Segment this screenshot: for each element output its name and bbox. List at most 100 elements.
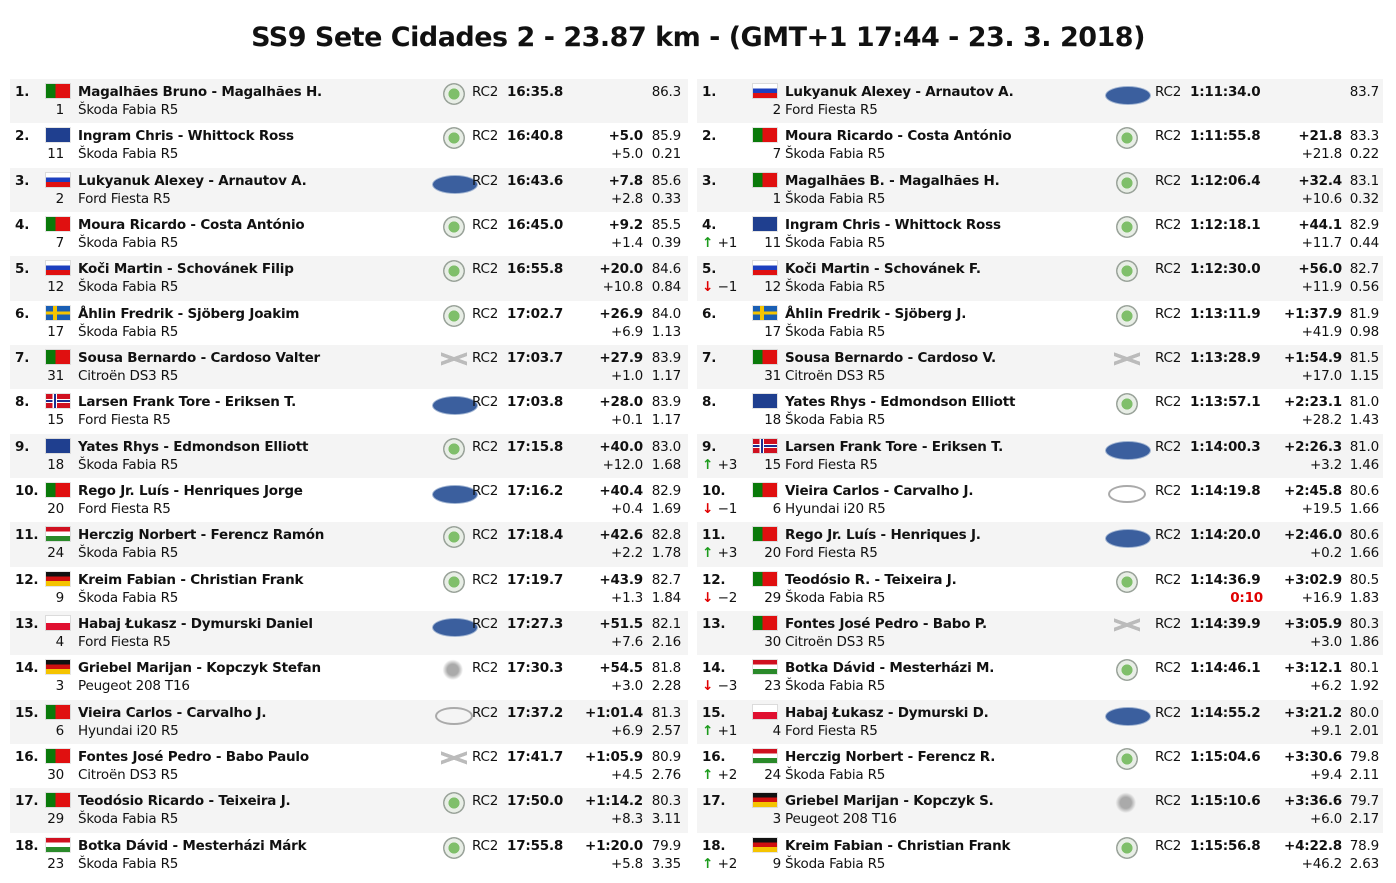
skoda-logo-icon (1116, 570, 1138, 593)
crew-name[interactable]: Kreim Fabian - Christian Frank (785, 837, 1011, 854)
crew-name[interactable]: Yates Rhys - Edmondson Elliott (78, 438, 309, 455)
car-model: Ford Fiesta R5 (78, 412, 171, 429)
crew-name[interactable]: Kreim Fabian - Christian Frank (78, 571, 304, 588)
crew-name[interactable]: Rego Jr. Luís - Henriques J. (785, 527, 981, 544)
result-row[interactable]: 6. Åhlin Fredrik - Sjöberg J. 17 Škoda Fabi… (697, 301, 1383, 345)
crew-name[interactable]: Larsen Frank Tore - Eriksen T. (785, 438, 1004, 455)
crew-name[interactable]: Koči Martin - Schovánek Filip (78, 261, 294, 278)
crew-name[interactable]: Lukyanuk Alexey - Arnautov A. (78, 172, 307, 189)
position: 6. (15, 305, 30, 322)
crew-name[interactable]: Teodósio R. - Teixeira J. (785, 571, 957, 588)
car-model: Škoda Fabia R5 (785, 323, 886, 340)
result-row[interactable]: 2. Ingram Chris - Whittock Ross 11 Škoda Fa… (10, 123, 688, 167)
gap-per-km: 1.17 (651, 367, 681, 384)
result-row[interactable]: 15. ↑ +1 Habaj Łukasz - Dymurski D. 4 Ford F… (697, 699, 1383, 744)
crew-name[interactable]: Sousa Bernardo - Cardoso Valter (78, 349, 321, 366)
crew-name[interactable]: Ingram Chris - Whittock Ross (785, 216, 1001, 233)
arrow-down-icon: ↓ (702, 500, 718, 517)
result-row[interactable]: 14. ↓ −3 Botka Dávid - Mesterházi M. 23 Škod… (697, 655, 1383, 699)
time: 1:12:30.0 (1190, 261, 1261, 278)
average-speed: 81.0 (1349, 394, 1379, 411)
result-row[interactable]: 8. Yates Rhys - Edmondson Elliott 18 Škoda … (697, 389, 1383, 433)
crew-name[interactable]: Moura Ricardo - Costa António (78, 216, 305, 233)
time: 16:45.0 (507, 216, 564, 233)
result-row[interactable]: 12. ↓ −2 Teodósio R. - Teixeira J. 29 Škoda … (697, 567, 1383, 611)
crew-name[interactable]: Larsen Frank Tore - Eriksen T. (78, 394, 297, 411)
diff-to-leader: +1:14.2 (584, 793, 643, 810)
crew-name[interactable]: Vieira Carlos - Carvalho J. (785, 482, 974, 499)
result-row[interactable]: 3. Lukyanuk Alexey - Arnautov A. 2 Ford Fie… (10, 167, 688, 212)
crew-name[interactable]: Habaj Łukasz - Dymurski D. (785, 704, 989, 721)
crew-name[interactable]: Vieira Carlos - Carvalho J. (78, 704, 267, 721)
result-row[interactable]: 1. Magalhães Bruno - Magalhães H. 1 Škoda F… (10, 79, 688, 124)
crew-name[interactable]: Sousa Bernardo - Cardoso V. (785, 349, 996, 366)
result-row[interactable]: 18. Botka Dávid - Mesterházi Márk 23 Škoda … (10, 833, 688, 877)
crew-name[interactable]: Magalhães B. - Magalhães H. (785, 172, 1000, 189)
result-row[interactable]: 9. Yates Rhys - Edmondson Elliott 18 Škoda … (10, 433, 688, 478)
crew-name[interactable]: Fontes José Pedro - Babo P. (785, 615, 987, 632)
result-row[interactable]: 13. Fontes José Pedro - Babo P. 30 Citroën … (697, 610, 1383, 656)
result-row[interactable]: 5. ↓ −1 Koči Martin - Schovánek F. 12 Škoda … (697, 256, 1383, 301)
position-change-value: −1 (717, 500, 738, 517)
result-row[interactable]: 2. Moura Ricardo - Costa António 7 Škoda Fa… (697, 123, 1383, 167)
car-number: 4 (55, 633, 65, 650)
crew-name[interactable]: Koči Martin - Schovánek F. (785, 261, 981, 278)
result-row[interactable]: 17. Griebel Marijan - Kopczyk S. 3 Peugeot … (697, 788, 1383, 833)
result-row[interactable]: 14. Griebel Marijan - Kopczyk Stefan 3 Peug… (10, 655, 688, 699)
result-row[interactable]: 18. ↑ +2 Kreim Fabian - Christian Frank 9 Šk… (697, 833, 1383, 877)
car-model: Škoda Fabia R5 (78, 589, 179, 606)
crew-name[interactable]: Herczig Norbert - Ferencz R. (785, 748, 996, 765)
car-number: 23 (764, 678, 781, 695)
result-row[interactable]: 16. Fontes José Pedro - Babo Paulo 30 Citro… (10, 744, 688, 788)
crew-name[interactable]: Griebel Marijan - Kopczyk Stefan (78, 660, 321, 677)
result-row[interactable]: 4. ↑ +1 Ingram Chris - Whittock Ross 11 Škod… (697, 212, 1383, 256)
result-row[interactable]: 7. Sousa Bernardo - Cardoso Valter 31 Citro… (10, 344, 688, 390)
crew-name[interactable]: Griebel Marijan - Kopczyk S. (785, 793, 994, 810)
result-row[interactable]: 12. Kreim Fabian - Christian Frank 9 Škoda … (10, 567, 688, 611)
time: 1:12:18.1 (1190, 216, 1261, 233)
crew-name[interactable]: Ingram Chris - Whittock Ross (78, 128, 294, 145)
result-row[interactable]: 4. Moura Ricardo - Costa António 7 Škoda Fa… (10, 212, 688, 256)
position: 15. (702, 704, 726, 721)
crew-name[interactable]: Botka Dávid - Mesterházi Márk (78, 837, 307, 854)
car-number: 6 (55, 722, 65, 739)
crew-name[interactable]: Botka Dávid - Mesterházi M. (785, 660, 995, 677)
car-model: Peugeot 208 T16 (785, 811, 897, 828)
result-row[interactable]: 7. Sousa Bernardo - Cardoso V. 31 Citroën D… (697, 344, 1383, 390)
arrow-up-icon: ↑ (702, 855, 718, 872)
diff-to-previous: +41.9 (1301, 323, 1343, 340)
result-row[interactable]: 17. Teodósio Ricardo - Teixeira J. 29 Škoda… (10, 788, 688, 833)
result-row[interactable]: 16. ↑ +2 Herczig Norbert - Ferencz R. 24 Ško… (697, 744, 1383, 788)
crew-name[interactable]: Rego Jr. Luís - Henriques Jorge (78, 482, 303, 499)
result-row[interactable]: 1. Lukyanuk Alexey - Arnautov A. 2 Ford Fie… (697, 79, 1383, 124)
crew-name[interactable]: Habaj Łukasz - Dymurski Daniel (78, 615, 313, 632)
average-speed: 79.7 (1349, 793, 1379, 810)
result-row[interactable]: 13. Habaj Łukasz - Dymurski Daniel 4 Ford F… (10, 610, 688, 656)
time: 1:12:06.4 (1190, 172, 1261, 189)
diff-to-leader: +3:36.6 (1283, 793, 1342, 810)
crew-name[interactable]: Moura Ricardo - Costa António (785, 128, 1012, 145)
result-row[interactable]: 10. Rego Jr. Luís - Henriques Jorge 20 Ford… (10, 478, 688, 522)
crew-name[interactable]: Teodósio Ricardo - Teixeira J. (78, 793, 291, 810)
skoda-logo-icon (443, 83, 465, 105)
result-row[interactable]: 10. ↓ −1 Vieira Carlos - Carvalho J. 6 Hyund… (697, 478, 1383, 522)
result-row[interactable]: 6. Åhlin Fredrik - Sjöberg Joakim 17 Škoda … (10, 301, 688, 345)
result-row[interactable]: 5. Koči Martin - Schovánek Filip 12 Škoda F… (10, 256, 688, 301)
result-row[interactable]: 11. Herczig Norbert - Ferencz Ramón 24 Škod… (10, 522, 688, 567)
result-row[interactable]: 9. ↑ +3 Larsen Frank Tore - Eriksen T. 15 Fo… (697, 433, 1383, 478)
crew-name[interactable]: Lukyanuk Alexey - Arnautov A. (785, 84, 1014, 100)
crew-name[interactable]: Fontes José Pedro - Babo Paulo (78, 748, 309, 765)
crew-name[interactable]: Åhlin Fredrik - Sjöberg Joakim (78, 305, 300, 322)
result-row[interactable]: 8. Larsen Frank Tore - Eriksen T. 15 Ford F… (10, 389, 688, 433)
crew-name[interactable]: Yates Rhys - Edmondson Elliott (785, 394, 1016, 411)
result-row[interactable]: 3. Magalhães B. - Magalhães H. 1 Škoda Fabi… (697, 167, 1383, 212)
gap-per-km: 0.33 (651, 190, 681, 207)
result-row[interactable]: 11. ↑ +3 Rego Jr. Luís - Henriques J. 20 For… (697, 522, 1383, 567)
crew-name[interactable]: Åhlin Fredrik - Sjöberg J. (785, 305, 967, 322)
crew-name[interactable]: Herczig Norbert - Ferencz Ramón (78, 527, 325, 544)
crew-name[interactable]: Magalhães Bruno - Magalhães H. (78, 84, 322, 100)
result-row[interactable]: 15. Vieira Carlos - Carvalho J. 6 Hyundai i… (10, 699, 688, 744)
car-number: 3 (772, 811, 782, 828)
position: 6. (702, 305, 717, 322)
gap-per-km: 2.76 (651, 766, 681, 783)
